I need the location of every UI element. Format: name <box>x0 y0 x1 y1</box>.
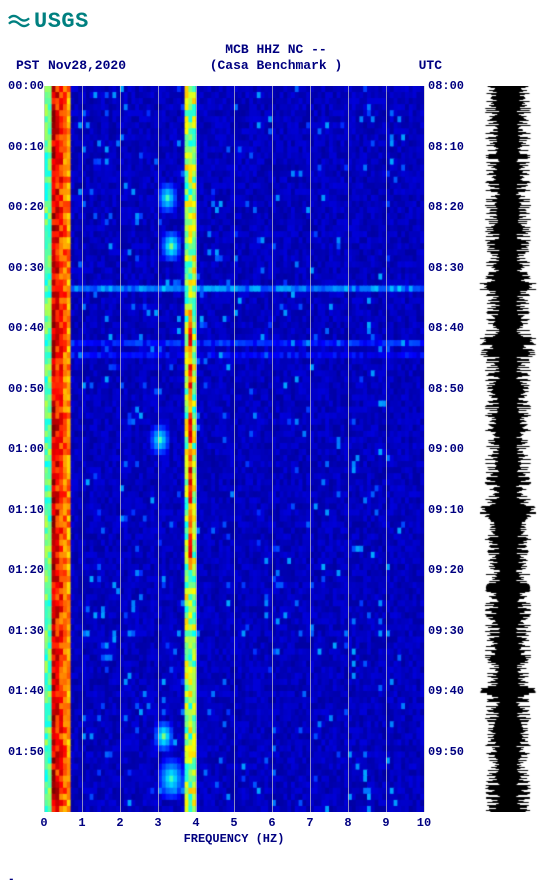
y-right-tick: 09:20 <box>428 563 464 577</box>
footer-mark: - <box>8 874 15 886</box>
logo-text: USGS <box>34 9 89 34</box>
x-tick: 5 <box>230 816 237 830</box>
station-location: (Casa Benchmark ) <box>210 58 343 75</box>
y-left-tick: 01:40 <box>8 684 44 698</box>
gridline <box>310 86 311 812</box>
gridline <box>234 86 235 812</box>
x-tick: 0 <box>40 816 47 830</box>
y-right-tick: 09:50 <box>428 745 464 759</box>
y-left-tick: 00:50 <box>8 382 44 396</box>
x-tick: 8 <box>344 816 351 830</box>
gridline <box>348 86 349 812</box>
usgs-logo: USGS <box>8 8 544 34</box>
x-tick: 6 <box>268 816 275 830</box>
y-left-tick: 00:30 <box>8 261 44 275</box>
gridline <box>386 86 387 812</box>
x-tick: 7 <box>306 816 313 830</box>
y-left-tick: 01:30 <box>8 624 44 638</box>
y-left-tick: 01:50 <box>8 745 44 759</box>
gridline <box>272 86 273 812</box>
date: Nov28,2020 <box>48 58 126 75</box>
x-tick: 4 <box>192 816 199 830</box>
gridline <box>158 86 159 812</box>
tz-left: PST <box>16 58 39 75</box>
y-right-tick: 08:00 <box>428 79 464 93</box>
y-left-tick: 01:20 <box>8 563 44 577</box>
y-right-tick: 09:30 <box>428 624 464 638</box>
x-tick: 9 <box>382 816 389 830</box>
waveform-canvas <box>478 86 538 812</box>
y-left-tick: 00:40 <box>8 321 44 335</box>
gridline <box>196 86 197 812</box>
y-left-tick: 01:10 <box>8 503 44 517</box>
gridline <box>44 86 45 812</box>
spectrogram-container: 00:0000:1000:2000:3000:4000:5001:0001:10… <box>44 86 424 812</box>
y-right-tick: 09:40 <box>428 684 464 698</box>
y-right-tick: 09:10 <box>428 503 464 517</box>
x-axis-title: FREQUENCY (HZ) <box>44 832 424 846</box>
gridline <box>120 86 121 812</box>
y-right-tick: 08:10 <box>428 140 464 154</box>
plot-area: 00:0000:1000:2000:3000:4000:5001:0001:10… <box>8 86 544 876</box>
x-tick: 2 <box>116 816 123 830</box>
y-left-tick: 00:20 <box>8 200 44 214</box>
y-left-tick: 01:00 <box>8 442 44 456</box>
y-left-tick: 00:00 <box>8 79 44 93</box>
x-tick: 3 <box>154 816 161 830</box>
gridline <box>424 86 425 812</box>
x-tick: 10 <box>417 816 431 830</box>
y-left-tick: 00:10 <box>8 140 44 154</box>
y-right-tick: 08:40 <box>428 321 464 335</box>
x-axis-labels: 012345678910 <box>44 816 424 832</box>
tz-right: UTC <box>419 58 442 75</box>
y-right-tick: 08:50 <box>428 382 464 396</box>
y-right-tick: 08:30 <box>428 261 464 275</box>
y-right-tick: 09:00 <box>428 442 464 456</box>
y-axis-left-pst: 00:0000:1000:2000:3000:4000:5001:0001:10… <box>8 86 44 812</box>
x-tick: 1 <box>78 816 85 830</box>
wave-icon <box>8 10 30 32</box>
y-right-tick: 08:20 <box>428 200 464 214</box>
y-axis-right-utc: 08:0008:1008:2008:3008:4008:5009:0009:10… <box>428 86 472 812</box>
gridline <box>82 86 83 812</box>
station-id: MCB HHZ NC -- <box>225 42 326 59</box>
chart-header: MCB HHZ NC -- PST Nov28,2020 (Casa Bench… <box>8 42 544 78</box>
